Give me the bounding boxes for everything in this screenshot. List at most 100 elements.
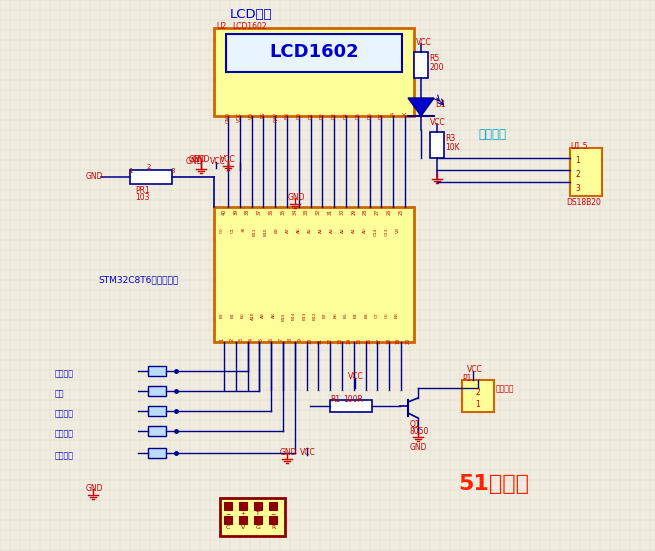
Text: VCC: VCC xyxy=(348,372,364,381)
Text: D7: D7 xyxy=(379,112,384,119)
Text: D1: D1 xyxy=(435,100,445,109)
Text: 2: 2 xyxy=(575,170,580,179)
Text: 103: 103 xyxy=(135,193,149,202)
Bar xyxy=(224,502,232,510)
Text: 28: 28 xyxy=(363,209,368,215)
Text: 设置定时: 设置定时 xyxy=(55,409,74,418)
Text: A2: A2 xyxy=(341,227,345,233)
Text: 模式切换: 模式切换 xyxy=(55,369,74,378)
Text: D1: D1 xyxy=(308,112,313,119)
Text: VCC: VCC xyxy=(237,112,242,122)
Text: −: − xyxy=(225,511,231,516)
Bar xyxy=(214,207,414,342)
Text: 16: 16 xyxy=(367,338,371,344)
Text: 7: 7 xyxy=(278,338,284,341)
Bar xyxy=(269,516,277,524)
Text: VCC: VCC xyxy=(220,155,236,164)
Text: 自动定时: 自动定时 xyxy=(55,429,74,438)
Text: 取消定时: 取消定时 xyxy=(55,451,74,460)
Text: 18: 18 xyxy=(386,338,391,344)
Text: 3: 3 xyxy=(239,338,244,341)
Text: LCD1602: LCD1602 xyxy=(269,43,359,61)
Text: A0: A0 xyxy=(363,227,367,233)
Text: GND: GND xyxy=(225,112,231,123)
Text: 34: 34 xyxy=(292,209,297,215)
Bar xyxy=(254,516,262,524)
Text: PR1: PR1 xyxy=(135,186,150,195)
Text: +: + xyxy=(240,511,246,516)
Text: Q1: Q1 xyxy=(410,420,421,429)
Text: B5: B5 xyxy=(344,312,348,318)
Text: RS: RS xyxy=(261,112,266,118)
Text: B0: B0 xyxy=(240,312,244,318)
Text: GND: GND xyxy=(410,443,428,452)
Text: 27: 27 xyxy=(375,209,380,215)
Text: C: C xyxy=(226,525,230,530)
Text: C7: C7 xyxy=(375,312,379,318)
Text: VCC: VCC xyxy=(430,118,446,127)
Text: 8: 8 xyxy=(288,338,293,341)
Bar xyxy=(414,52,428,78)
Text: B12: B12 xyxy=(312,312,317,321)
Text: EN: EN xyxy=(284,112,290,119)
Bar xyxy=(254,502,262,510)
Text: GND: GND xyxy=(193,155,210,164)
Bar xyxy=(224,516,232,524)
Text: U2: U2 xyxy=(216,22,226,31)
Bar xyxy=(239,516,247,524)
Bar xyxy=(570,148,602,196)
Text: 10: 10 xyxy=(308,338,312,344)
Bar xyxy=(462,380,494,412)
Text: 37: 37 xyxy=(257,209,262,215)
Text: B8: B8 xyxy=(395,312,399,318)
Text: B13: B13 xyxy=(303,312,307,321)
Text: D3: D3 xyxy=(331,112,337,119)
Polygon shape xyxy=(408,98,434,116)
Text: GND: GND xyxy=(280,448,297,457)
Text: 9: 9 xyxy=(298,338,303,341)
Text: D0: D0 xyxy=(296,112,301,119)
Text: R1: R1 xyxy=(330,395,340,404)
Text: 1: 1 xyxy=(575,156,580,165)
Text: 查控: 查控 xyxy=(55,389,64,398)
Text: B14: B14 xyxy=(292,312,296,321)
Bar xyxy=(214,28,414,116)
Text: 20: 20 xyxy=(405,338,411,344)
Text: B9: B9 xyxy=(275,227,279,233)
Text: 1: 1 xyxy=(219,338,225,341)
Text: 26: 26 xyxy=(386,209,392,215)
Text: 51黑电子: 51黑电子 xyxy=(458,474,529,494)
Text: A5: A5 xyxy=(308,227,312,233)
Text: B11: B11 xyxy=(253,227,257,235)
Text: 10K: 10K xyxy=(445,143,460,152)
Text: 3K: 3K xyxy=(242,227,246,233)
Text: VCC: VCC xyxy=(300,448,316,457)
Text: 3: 3 xyxy=(170,168,174,174)
Text: 33: 33 xyxy=(304,209,309,215)
Text: C13: C13 xyxy=(385,227,389,235)
Bar xyxy=(148,448,166,458)
Text: VCC: VCC xyxy=(210,157,226,166)
Text: 2: 2 xyxy=(147,164,151,170)
Text: LCD1602: LCD1602 xyxy=(232,22,267,31)
Text: VCC: VCC xyxy=(416,38,432,47)
Text: B1: B1 xyxy=(231,312,234,318)
Text: 17: 17 xyxy=(377,338,381,344)
Text: GND: GND xyxy=(86,172,103,181)
Text: A7: A7 xyxy=(286,227,290,233)
Text: 14: 14 xyxy=(347,338,352,344)
Text: 2: 2 xyxy=(229,338,234,341)
Bar xyxy=(269,502,277,510)
Text: LCD液晶: LCD液晶 xyxy=(230,8,272,21)
Text: B15: B15 xyxy=(282,312,286,321)
Text: VO: VO xyxy=(249,112,254,119)
Text: DS18B20: DS18B20 xyxy=(566,198,601,207)
Text: 15: 15 xyxy=(357,338,362,344)
Text: 2: 2 xyxy=(476,388,480,397)
Text: 6: 6 xyxy=(269,338,274,341)
Text: C14: C14 xyxy=(374,227,378,235)
Text: 4: 4 xyxy=(249,338,254,341)
Text: 40: 40 xyxy=(221,209,227,215)
Text: K: K xyxy=(403,112,407,115)
Text: STM32C8T6最小系统模: STM32C8T6最小系统模 xyxy=(98,275,178,284)
